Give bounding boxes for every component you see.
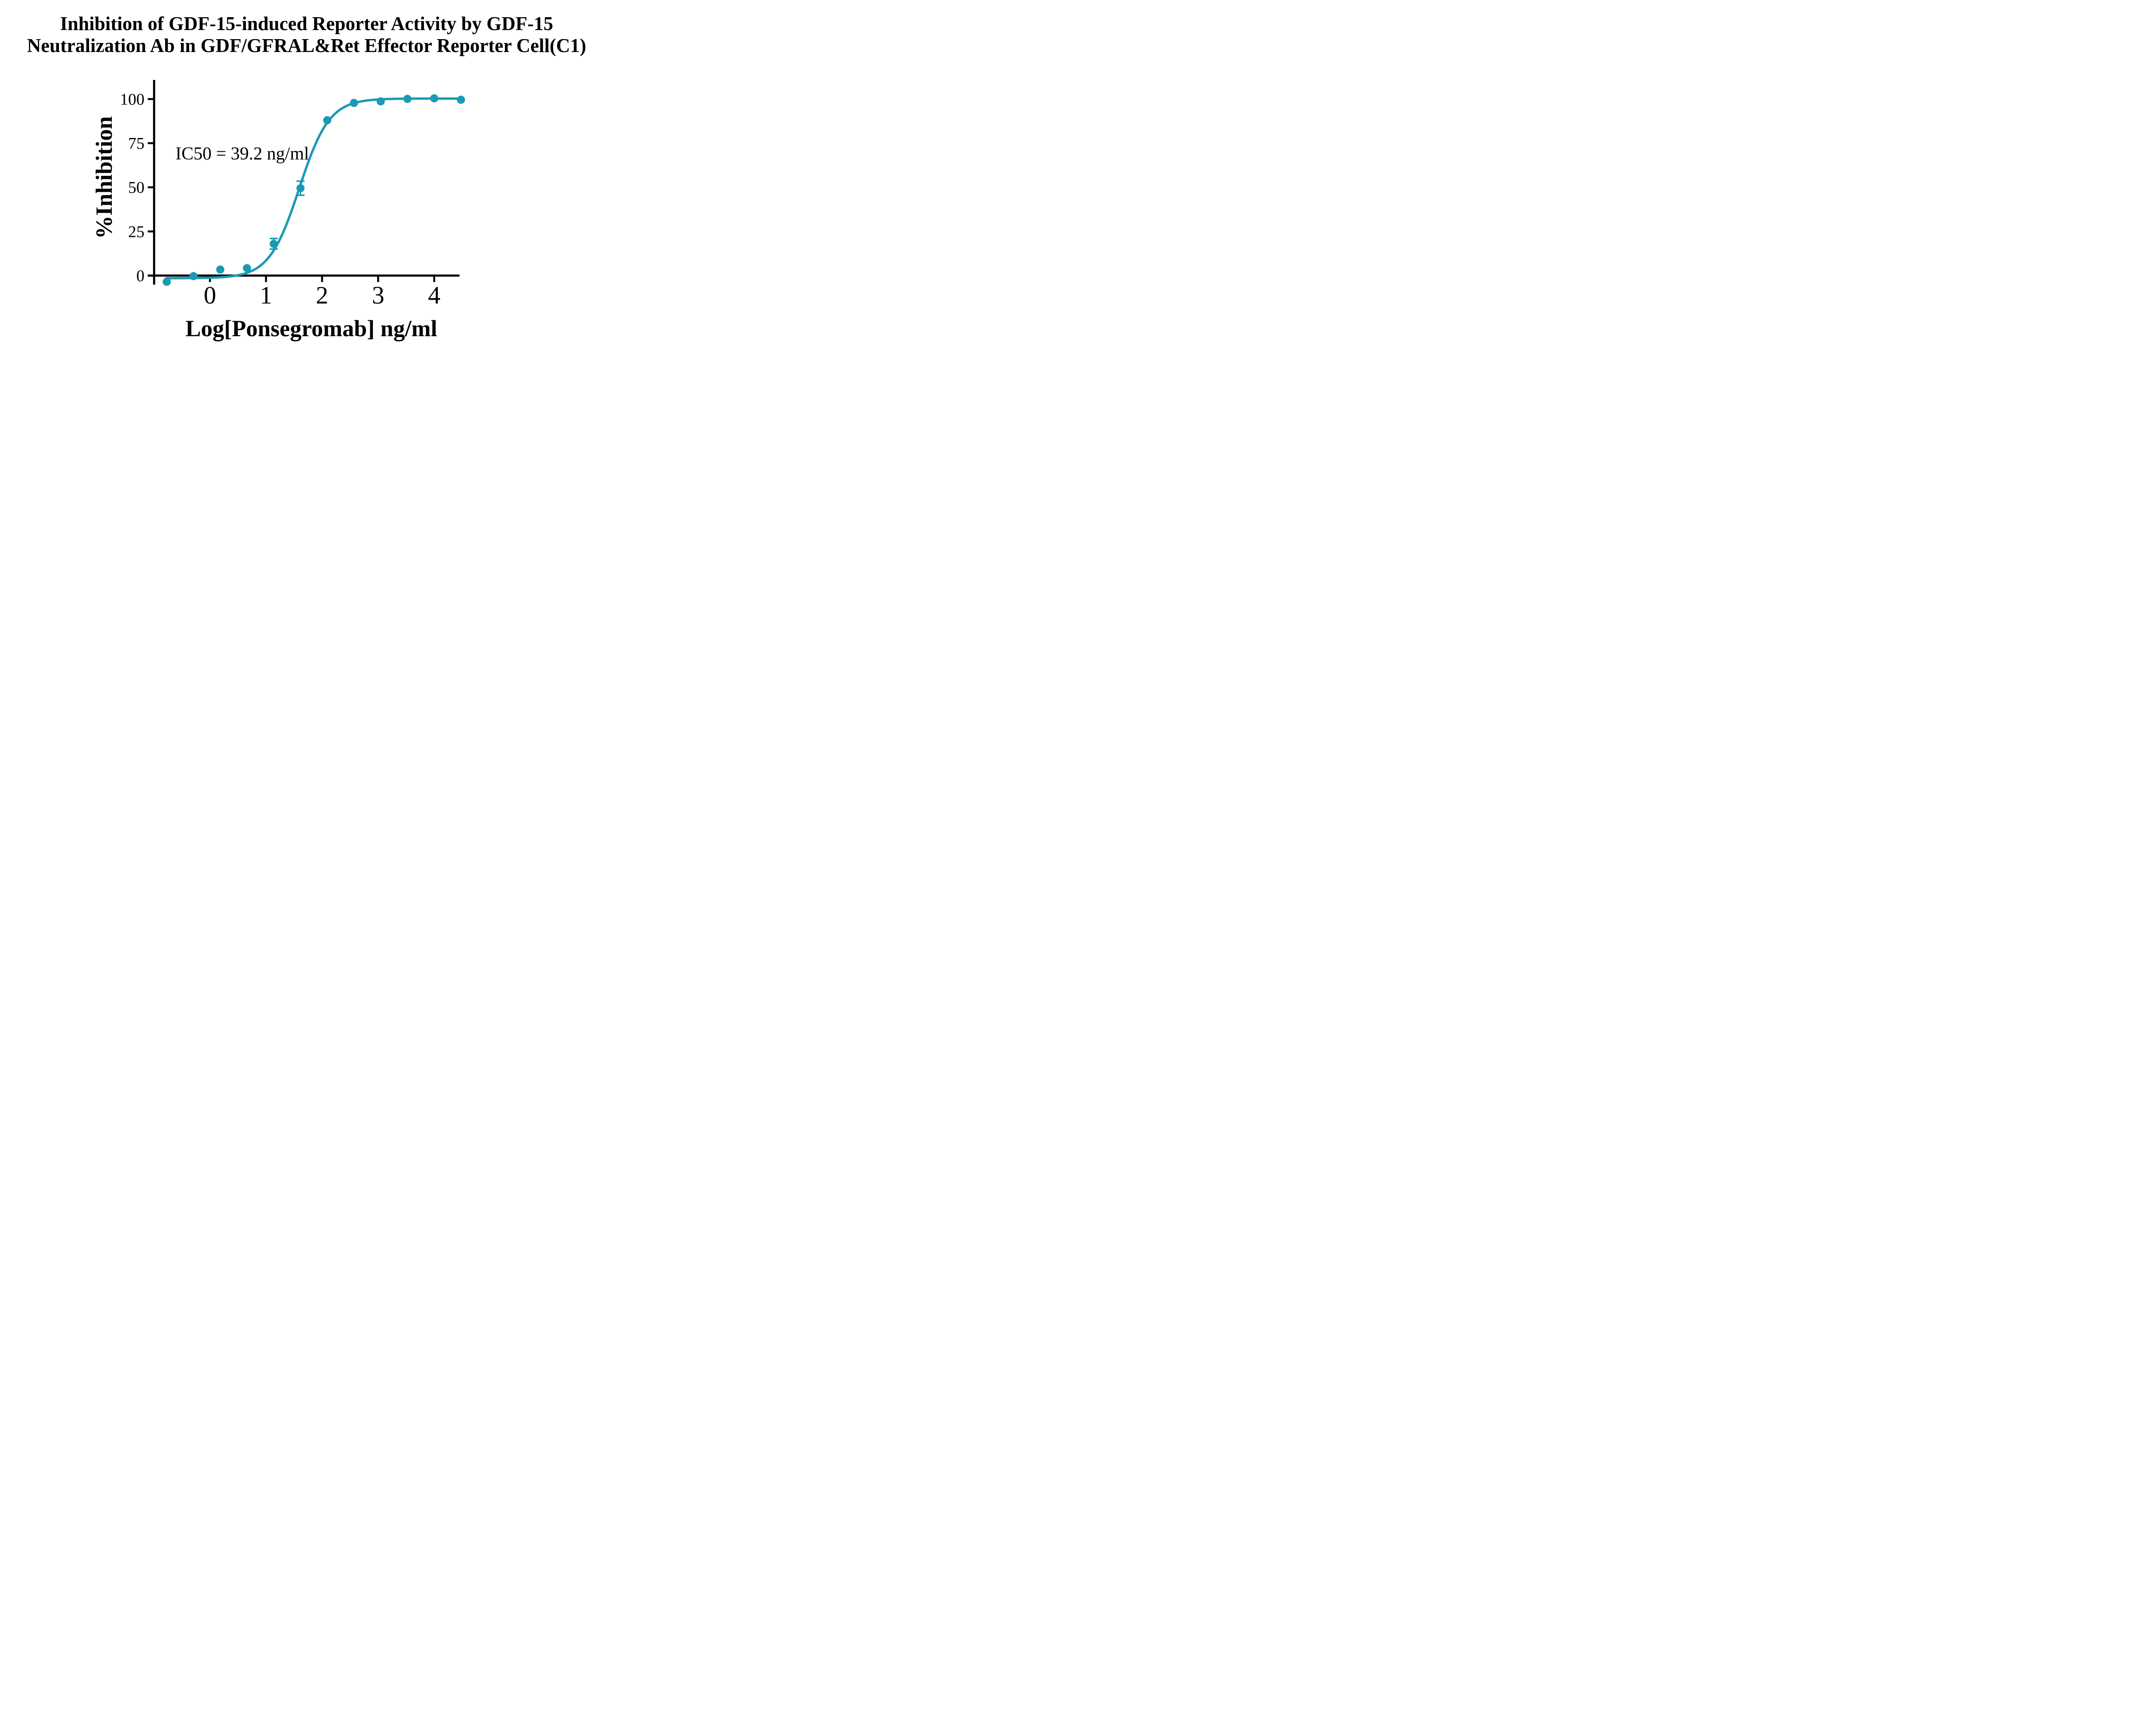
- data-point: [189, 272, 198, 280]
- plot-area: 0 25 50 75 100 0 1 2 3 4: [120, 80, 465, 309]
- x-tick-label: 1: [260, 281, 272, 309]
- data-point: [296, 184, 305, 193]
- x-tick-label: 3: [372, 281, 384, 309]
- fit-curve: [165, 97, 462, 279]
- y-tick-label: 75: [128, 135, 144, 153]
- data-point: [163, 277, 171, 286]
- data-point: [403, 95, 412, 103]
- chart-title: Inhibition of GDF-15-induced Reporter Ac…: [0, 13, 613, 57]
- figure-canvas: Inhibition of GDF-15-induced Reporter Ac…: [0, 0, 613, 347]
- data-point: [430, 94, 439, 103]
- data-point: [323, 116, 332, 125]
- data-point: [270, 239, 278, 248]
- data-point: [457, 95, 465, 104]
- x-tick-label: 0: [204, 281, 216, 309]
- y-tick-label: 25: [128, 223, 144, 241]
- ic50-annotation: IC50 = 39.2 ng/ml: [175, 144, 309, 164]
- x-tick-label: 2: [316, 281, 329, 309]
- y-tick-label: 0: [136, 267, 144, 285]
- data-point: [243, 264, 251, 273]
- chart-title-line1: Inhibition of GDF-15-induced Reporter Ac…: [60, 13, 553, 34]
- chart-title-line2: Neutralization Ab in GDF/GFRAL&Ret Effec…: [27, 35, 587, 56]
- x-axis-title: Log[Ponsegromab] ng/ml: [185, 316, 437, 341]
- data-point: [350, 98, 358, 107]
- data-point: [376, 97, 385, 106]
- y-tick-label: 50: [128, 179, 144, 197]
- data-point: [216, 265, 224, 274]
- x-tick-label: 4: [428, 281, 440, 309]
- y-tick-label: 100: [120, 90, 144, 108]
